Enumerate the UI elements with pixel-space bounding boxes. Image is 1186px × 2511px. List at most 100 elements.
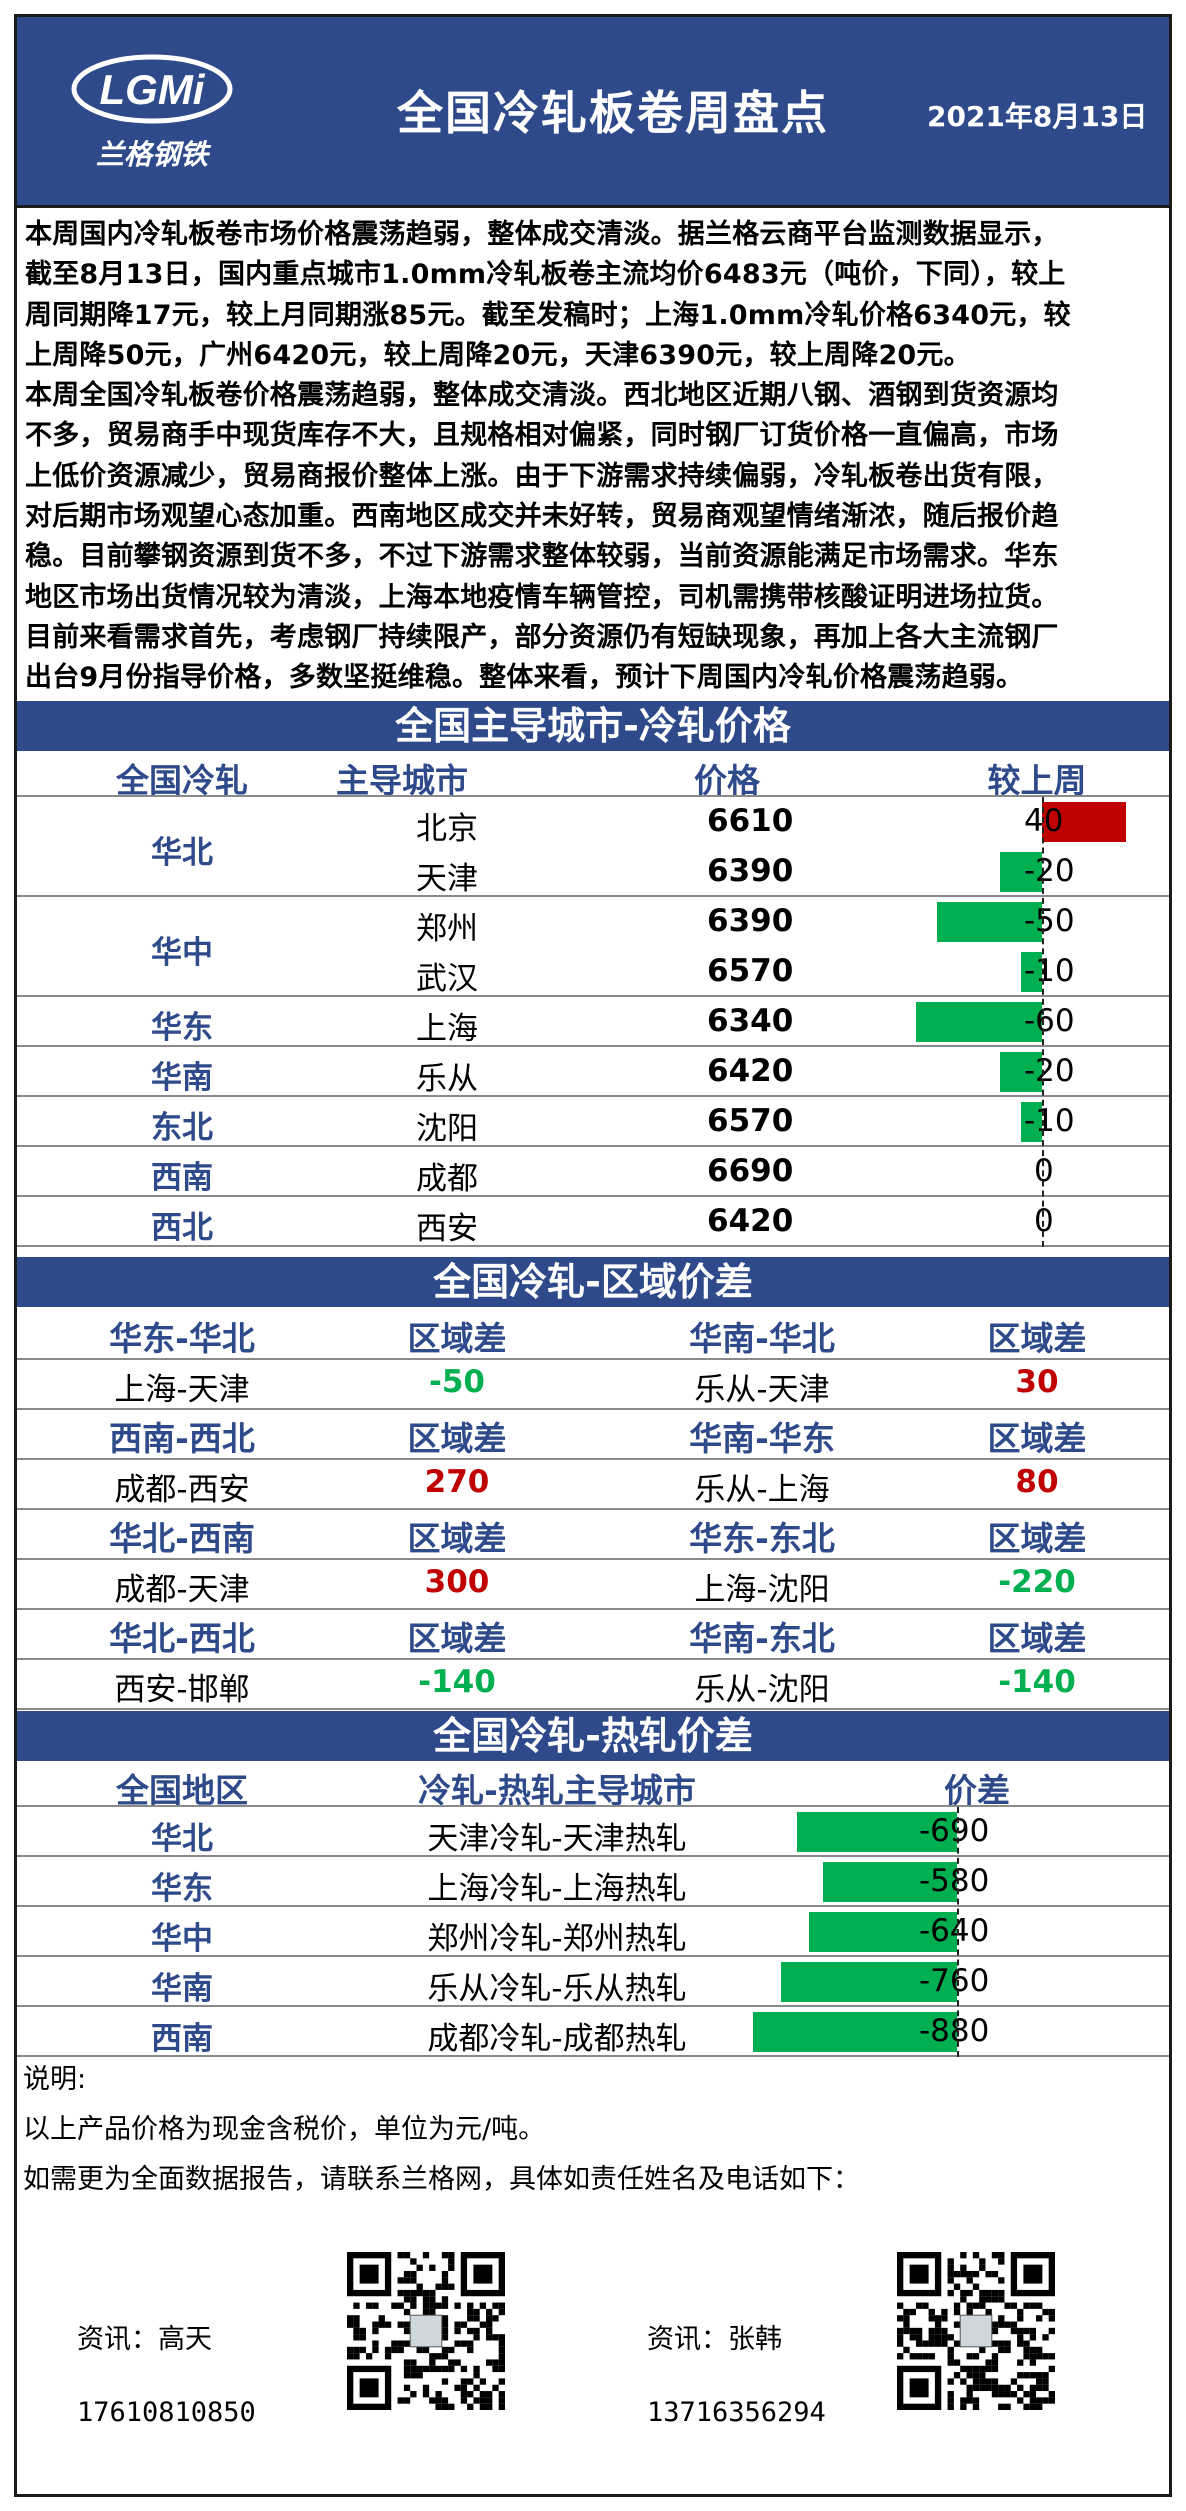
row-divider — [17, 1708, 1169, 1710]
diff-header: 区域差 — [407, 1619, 507, 1658]
column-header: 主导城市 — [336, 761, 468, 800]
lgmi-logo: LGMi 兰格钢铁 — [71, 54, 233, 171]
summary-line: 上低价资源减少，贸易商报价整体上涨。由于下游需求持续偏弱，冷轧板卷出货有限， — [25, 460, 1059, 492]
row-divider — [17, 1095, 1169, 1097]
summary-line: 本周国内冷轧板卷市场价格震荡趋弱，整体成交清淡。据兰格云商平台监测数据显示， — [25, 219, 1059, 250]
column-header: 价差 — [944, 1771, 1010, 1810]
diff-bar — [797, 1812, 957, 1852]
row-divider — [17, 1408, 1169, 1410]
price-value: 6570 — [707, 953, 794, 989]
city-name: 沈阳 — [416, 1111, 478, 1147]
zero-axis — [1042, 797, 1044, 1247]
diff-bar — [780, 1962, 957, 2002]
column-header: 全国地区 — [116, 1771, 248, 1810]
diff-header: 区域差 — [987, 1419, 1087, 1458]
city-name: 西安 — [416, 1211, 478, 1247]
row-divider — [17, 1358, 1169, 1360]
diff-label: -690 — [919, 1813, 990, 1849]
diff-header: 区域差 — [407, 1319, 507, 1358]
price-value: 6690 — [707, 1153, 794, 1189]
notes-title: 说明: — [23, 2064, 87, 2095]
row-divider — [17, 1508, 1169, 1510]
diff-bar — [822, 1862, 957, 1902]
summary-line: 不多，贸易商手中现货库存不大，且规格相对偏紧，同时钢厂订货价格一直偏高，市场 — [25, 420, 1059, 452]
city-pair: 乐从冷轧-乐从热轧 — [427, 1971, 687, 2007]
diff-label: -580 — [919, 1863, 990, 1899]
city-pair: 乐从-上海 — [694, 1472, 830, 1508]
region-pair-header: 华南-华东 — [689, 1419, 835, 1458]
city-price-banner: 全国主导城市-冷轧价格 — [17, 701, 1169, 751]
city-name: 北京 — [416, 811, 478, 847]
change-bar — [1000, 852, 1042, 892]
qr-code-contact-1[interactable] — [347, 2252, 505, 2410]
diff-header: 区域差 — [987, 1319, 1087, 1358]
city-pair: 上海冷轧-上海热轧 — [427, 1871, 687, 1907]
column-header: 冷轧-热轧主导城市 — [418, 1771, 696, 1810]
summary-line: 地区市场出货情况较为清淡，上海本地疫情车辆管控，司机需携带核酸证明进场拉货。 — [25, 581, 1059, 613]
regional-diff-banner: 全国冷轧-区域价差 — [17, 1257, 1169, 1307]
summary-line: 出台9月份指导价格，多数坚挺维稳。整体来看，预计下周国内冷轧价格震荡趋弱。 — [25, 662, 1024, 694]
row-divider — [17, 1608, 1169, 1610]
region-label: 华南 — [151, 1971, 213, 2007]
change-bar — [1021, 952, 1042, 992]
row-divider — [17, 1658, 1169, 1660]
row-divider — [17, 1905, 1169, 1907]
city-pair: 郑州冷轧-郑州热轧 — [427, 1921, 687, 1957]
region-pair-header: 华东-东北 — [689, 1519, 835, 1558]
city-name: 乐从 — [416, 1061, 478, 1097]
region-label: 东北 — [151, 1110, 213, 1146]
region-label: 华北 — [151, 835, 213, 871]
summary-line: 上周降50元，广州6420元，较上周降20元，天津6390元，较上周降20元。 — [25, 339, 971, 371]
summary-line: 本周全国冷轧板卷价格震荡趋弱，整体成交清淡。西北地区近期八钢、酒钢到货资源均 — [25, 380, 1059, 412]
summary-line: 目前来看需求首先，考虑钢厂持续限产，部分资源仍有短缺现象，再加上各大主流钢厂 — [25, 621, 1059, 653]
notes-line-contact: 如需更为全面数据报告，请联系兰格网，具体如责任姓名及电话如下： — [23, 2164, 860, 2195]
summary-line: 周同期降17元，较上月同期涨85元。截至发稿时；上海1.0mm冷轧价格6340元… — [25, 299, 1071, 331]
row-divider — [17, 1045, 1169, 1047]
summary-line: 对后期市场观望心态加重。西南地区成交并未好转，贸易商观望情绪渐浓，随后报价趋 — [25, 501, 1059, 533]
diff-bar — [808, 1912, 957, 1952]
region-pair-header: 华南-华北 — [689, 1319, 835, 1358]
city-name: 武汉 — [416, 961, 478, 997]
region-pair-header: 华东-华北 — [109, 1319, 255, 1358]
row-divider — [17, 1458, 1169, 1460]
region-label: 西北 — [151, 1210, 213, 1246]
city-pair: 西安-邯郸 — [114, 1672, 250, 1708]
city-pair: 上海-天津 — [114, 1372, 250, 1408]
region-pair-header: 华北-西南 — [109, 1519, 255, 1558]
contact-2-name: 资讯：张韩 — [647, 2324, 782, 2355]
city-name: 上海 — [416, 1011, 478, 1047]
row-divider — [17, 1558, 1169, 1560]
column-header: 全国冷轧 — [116, 761, 248, 800]
change-label: -20 — [1024, 853, 1075, 889]
city-name: 天津 — [416, 861, 478, 897]
qr-code-contact-2[interactable] — [897, 2252, 1055, 2410]
diff-value: -50 — [428, 1364, 485, 1400]
change-bar — [1021, 1102, 1042, 1142]
region-label: 华中 — [151, 935, 213, 971]
region-pair-header: 华南-东北 — [689, 1619, 835, 1658]
diff-value: -220 — [998, 1564, 1076, 1600]
diff-bar — [752, 2012, 957, 2052]
city-pair: 乐从-沈阳 — [694, 1672, 830, 1708]
diff-value: 30 — [1015, 1364, 1059, 1400]
change-label: -50 — [1024, 903, 1075, 939]
market-summary: 本周国内冷轧板卷市场价格震荡趋弱，整体成交清淡。据兰格云商平台监测数据显示， 截至… — [25, 215, 1165, 699]
contact-1-name: 资讯：高天 — [77, 2324, 212, 2355]
change-bar — [916, 1002, 1042, 1042]
region-label: 西南 — [151, 1160, 213, 1196]
row-divider — [17, 1855, 1169, 1857]
region-label: 华南 — [151, 1060, 213, 1096]
diff-header: 区域差 — [407, 1419, 507, 1458]
report-header: LGMi 兰格钢铁 全国冷轧板卷周盘点 2021年8月13日 — [17, 17, 1169, 208]
column-header: 价格 — [694, 761, 760, 800]
diff-header: 区域差 — [987, 1519, 1087, 1558]
diff-label: -880 — [919, 2013, 990, 2049]
change-label: -60 — [1024, 1003, 1075, 1039]
price-value: 6570 — [707, 1103, 794, 1139]
region-label: 华北 — [151, 1821, 213, 1857]
price-value: 6420 — [707, 1053, 794, 1089]
city-pair: 成都-西安 — [114, 1472, 250, 1508]
summary-line: 稳。目前攀钢资源到货不多，不过下游需求整体较弱，当前资源能满足市场需求。华东 — [25, 541, 1059, 573]
diff-label: -760 — [919, 1963, 990, 1999]
change-bar — [1042, 802, 1126, 842]
